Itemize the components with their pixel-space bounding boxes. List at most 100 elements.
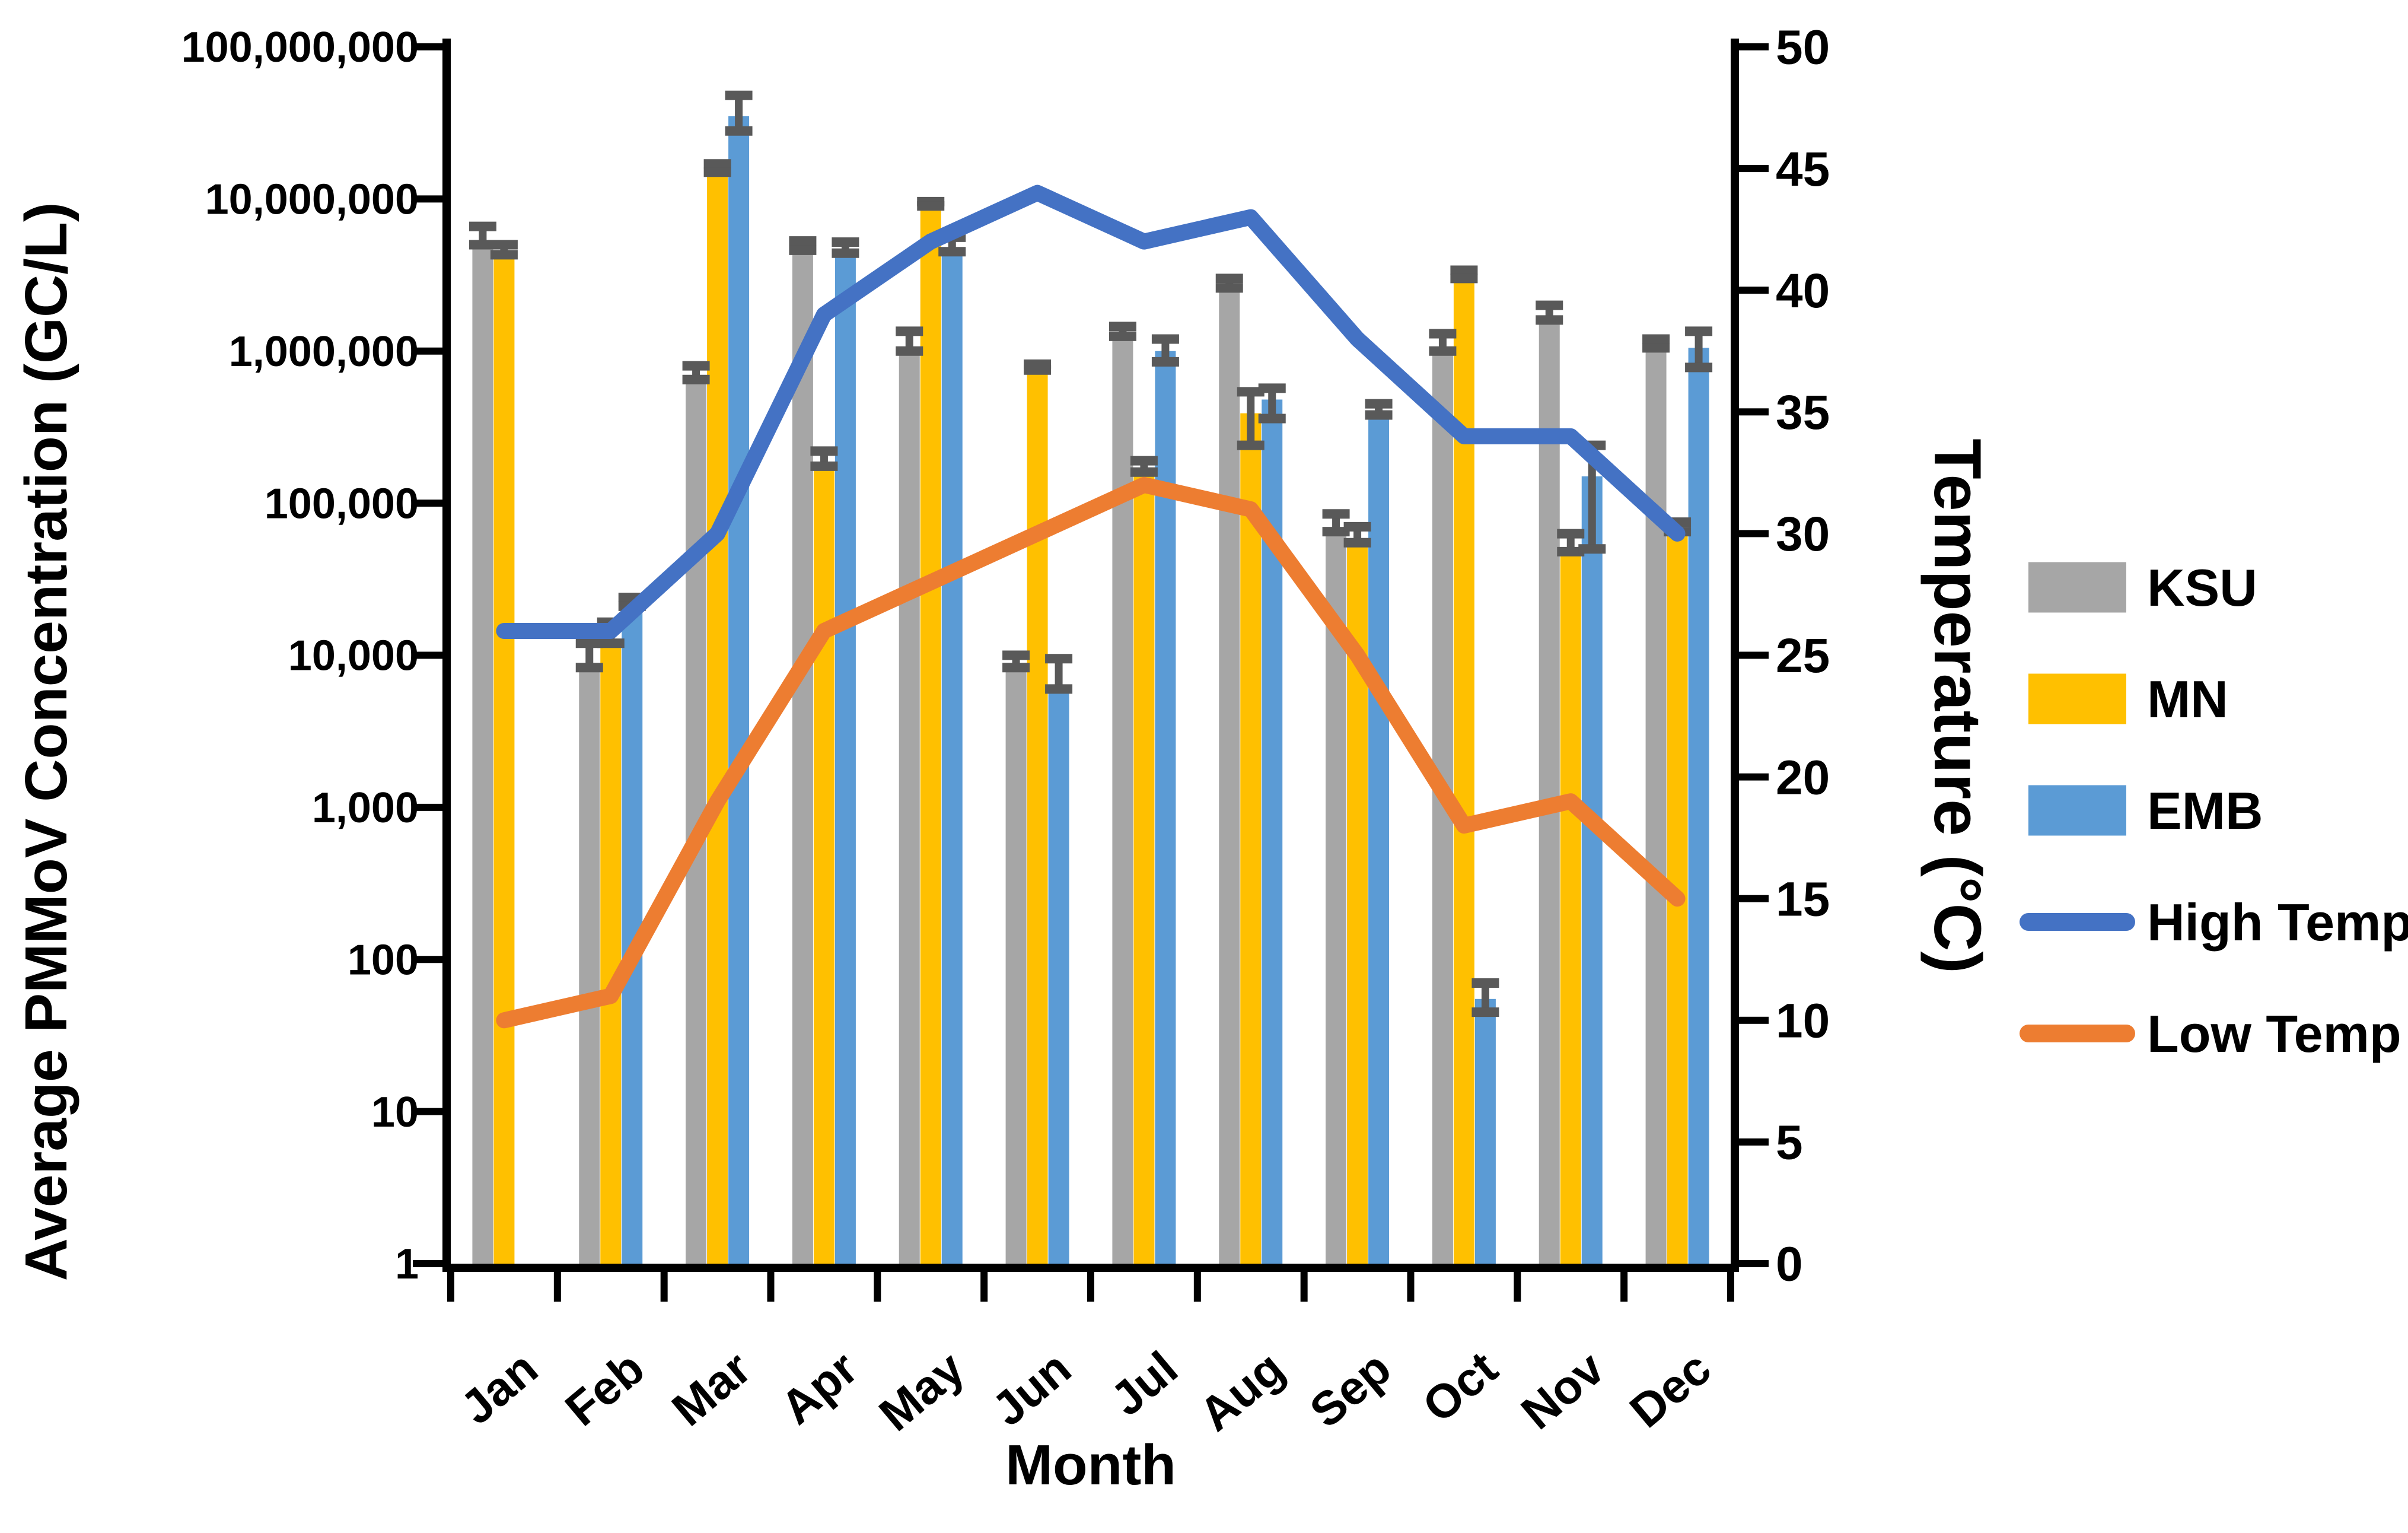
month-label-jan: Jan (451, 1341, 547, 1435)
bar-emb-dec (1688, 348, 1709, 1264)
left-tick-label: 1,000 (312, 784, 419, 832)
x-tick (767, 1272, 775, 1302)
bar-mn-jul (1133, 472, 1155, 1264)
left-tick-label: 100 (348, 936, 419, 984)
x-tick (1514, 1272, 1521, 1302)
legend-item-emb: EMB (2028, 781, 2263, 840)
bar-mn-feb (600, 643, 622, 1264)
left-tick-label: 10,000 (288, 632, 419, 680)
month-label-may: May (869, 1341, 974, 1442)
right-tick (1739, 530, 1769, 537)
right-tick-label: 40 (1776, 264, 1830, 318)
error-bars-layer (469, 90, 1713, 1017)
right-tick-label: 45 (1776, 142, 1830, 196)
left-tick (413, 651, 442, 659)
right-tick-label: 25 (1776, 629, 1830, 683)
month-label-aug: Aug (1189, 1341, 1294, 1441)
right-tick-label: 5 (1776, 1116, 1803, 1170)
bars-layer (472, 116, 1709, 1264)
legend-label: High Temp (2147, 893, 2408, 952)
right-tick (1739, 408, 1769, 416)
right-tick-label: 20 (1776, 750, 1830, 804)
month-label-dec: Dec (1620, 1341, 1721, 1438)
right-tick (1739, 895, 1769, 902)
right-tick (1739, 165, 1769, 173)
month-label-nov: Nov (1511, 1341, 1614, 1440)
legend-swatch (2028, 562, 2126, 613)
left-tick-label: 100,000 (265, 480, 419, 527)
bar-emb-mar (728, 116, 750, 1264)
right-tick (1739, 773, 1769, 781)
bar-ksu-may (899, 351, 920, 1264)
x-tick (660, 1272, 668, 1302)
legend-swatch (2028, 785, 2126, 836)
temperature-lines-layer (496, 185, 1686, 1029)
bar-mn-mar (707, 172, 728, 1264)
right-tick (1739, 1138, 1769, 1146)
x-tick (553, 1272, 561, 1302)
legend-item-mn: MN (2028, 670, 2228, 729)
x-tick (1087, 1272, 1094, 1302)
bar-mn-aug (1240, 413, 1262, 1264)
bar-ksu-jan (472, 244, 493, 1264)
right-tick-label: 0 (1776, 1238, 1803, 1292)
legend-label: Low Temp (2147, 1004, 2401, 1063)
x-tick (874, 1272, 881, 1302)
line-low-temp (496, 476, 1686, 1029)
bar-ksu-feb (579, 667, 600, 1264)
x-tick (980, 1272, 988, 1302)
right-axis-line (1731, 39, 1739, 1272)
right-tick-label: 50 (1776, 21, 1830, 75)
right-tick-label: 30 (1776, 507, 1830, 561)
right-tick (1739, 1016, 1769, 1024)
month-label-oct: Oct (1413, 1341, 1507, 1433)
bar-mn-jan (493, 255, 515, 1264)
line-high-temp (496, 185, 1686, 639)
legend-label: KSU (2147, 558, 2257, 617)
x-tick (447, 1272, 454, 1302)
month-label-jul: Jul (1101, 1341, 1187, 1426)
right-tick-label: 10 (1776, 994, 1830, 1048)
legend-label: EMB (2147, 781, 2263, 840)
month-label-feb: Feb (556, 1341, 654, 1436)
month-label-apr: Apr (771, 1341, 868, 1435)
bar-ksu-jun (1005, 667, 1027, 1264)
left-tick (413, 803, 442, 811)
x-tick (1407, 1272, 1415, 1302)
bar-emb-sep (1368, 415, 1390, 1264)
bar-ksu-jul (1112, 336, 1133, 1264)
left-tick (413, 1260, 442, 1267)
right-tick-label: 35 (1776, 386, 1830, 440)
bar-mn-jun (1027, 370, 1048, 1264)
x-tick (1620, 1272, 1628, 1302)
bar-ksu-nov (1539, 320, 1560, 1264)
legend: KSU MN EMB High Temp Low Temp (2020, 558, 2408, 1063)
right-axis-title: Temperature (°C) (1920, 438, 1995, 974)
right-tick-label: 15 (1776, 872, 1830, 926)
axes-layer (413, 39, 1769, 1302)
bar-emb-apr (834, 253, 856, 1264)
month-label-mar: Mar (662, 1341, 760, 1436)
bar-ksu-sep (1326, 532, 1347, 1264)
left-tick (413, 43, 442, 50)
month-label-jun: Jun (982, 1341, 1081, 1436)
month-label-sep: Sep (1300, 1341, 1401, 1437)
left-tick-label: 10,000,000 (205, 176, 419, 224)
legend-item-ksu: KSU (2028, 558, 2257, 617)
legend-item-high-temp: High Temp (2020, 893, 2408, 952)
bar-emb-nov (1581, 476, 1603, 1264)
legend-item-low-temp: Low Temp (2020, 1004, 2401, 1063)
x-axis-title: Month (1005, 1433, 1176, 1497)
bar-ksu-dec (1645, 348, 1667, 1264)
bar-mn-may (920, 206, 941, 1264)
x-axis-line (442, 1264, 1739, 1272)
bar-ksu-aug (1219, 288, 1240, 1264)
left-tick-label: 10 (371, 1089, 419, 1136)
x-tick (1727, 1272, 1734, 1302)
left-tick (413, 956, 442, 963)
bar-emb-jun (1048, 689, 1069, 1264)
bar-emb-jul (1155, 351, 1176, 1264)
left-tick (413, 1108, 442, 1115)
